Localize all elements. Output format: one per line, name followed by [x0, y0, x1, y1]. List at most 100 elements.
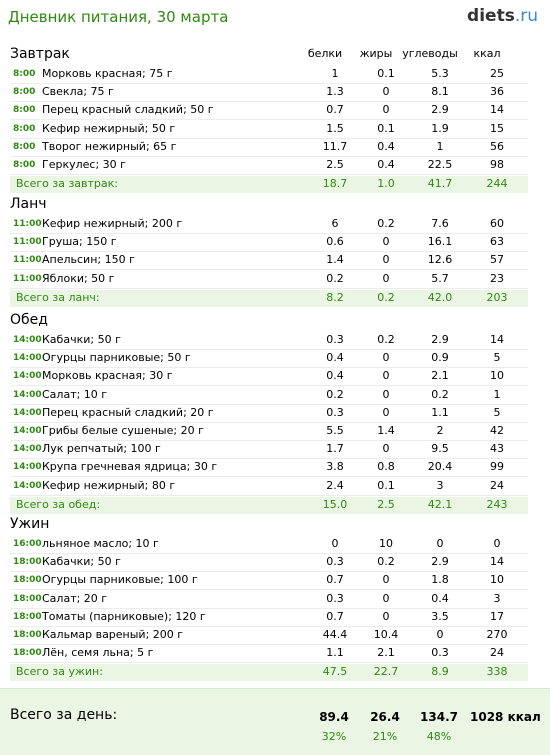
food-kcal: 3 [493, 591, 501, 605]
food-time: 14:00 [13, 353, 42, 364]
food-time: 14:00 [13, 426, 42, 436]
food-time: 14:00 [13, 462, 42, 473]
food-protein: 0 [331, 537, 339, 550]
section-total-kcal: 338 [486, 665, 508, 679]
day-total-protein: 89.4 [319, 710, 349, 724]
section-total-row: Всего за ланч: 8.2 0.2 42.0 203 [10, 289, 528, 307]
food-row[interactable]: 8:00 Морковь красная; 75 г 1 0.1 5.3 25 [10, 66, 528, 84]
food-row[interactable]: 18:00 Огурцы парниковые; 100 г 0.7 0 1.8 10 [10, 572, 528, 591]
section-title: Завтрак [10, 46, 70, 62]
food-row[interactable]: 11:00 Яблоки; 50 г 0.2 0 5.7 23 [10, 271, 528, 289]
food-row[interactable]: 18:00 Кабачки; 50 г 0.3 0.2 2.9 14 [10, 554, 528, 573]
food-time: 18:00 [13, 630, 42, 640]
food-row[interactable]: 11:00 Кефир нежирный; 200 г 6 0.2 7.6 60 [10, 216, 528, 234]
food-name: Кабачки; 50 г [42, 555, 121, 569]
food-time: 8:00 [13, 123, 36, 134]
food-row[interactable]: 14:00 Перец красный сладкий; 20 г 0.3 0 1.1 5 [10, 405, 528, 423]
food-time: 8:00 [13, 87, 36, 98]
food-name: Кабачки; 50 г [42, 333, 121, 346]
food-kcal: 42 [490, 424, 504, 437]
food-carbs: 12.6 [427, 253, 453, 267]
food-name: Творог нежирный; 65 г [42, 139, 177, 153]
food-kcal: 99 [490, 460, 504, 474]
section-total-protein: 8.2 [326, 290, 344, 304]
food-time: 18:00 [13, 611, 42, 622]
food-row[interactable]: 8:00 Свекла; 75 г 1.3 0 8.1 36 [10, 84, 528, 103]
food-kcal: 63 [490, 235, 504, 249]
food-row[interactable]: 8:00 Геркулес; 30 г 2.5 0.4 22.5 98 [10, 157, 528, 175]
food-protein: 1.3 [326, 85, 344, 99]
food-row[interactable]: 14:00 Салат; 10 г 0.2 0 0.2 1 [10, 387, 528, 405]
food-carbs: 1.1 [431, 405, 449, 419]
food-carbs: 1 [436, 139, 444, 153]
food-time: 14:00 [13, 444, 42, 455]
food-protein: 5.5 [326, 424, 344, 437]
day-percent-protein: 32% [321, 730, 347, 743]
food-kcal: 10 [490, 369, 504, 383]
food-time: 14:00 [13, 335, 42, 345]
food-name: льняное масло; 10 г [42, 537, 159, 550]
food-row[interactable]: 18:00 Салат; 20 г 0.3 0 0.4 3 [10, 591, 528, 609]
food-row[interactable]: 18:00 Кальмар вареный; 200 г 44.4 10.4 0 270 [10, 627, 528, 645]
site-logo[interactable]: diets.ru [467, 6, 538, 26]
section-total-fat: 1.0 [377, 177, 395, 191]
food-fat: 0 [382, 609, 390, 623]
food-kcal: 14 [490, 555, 504, 569]
food-row[interactable]: 14:00 Кабачки; 50 г 0.3 0.2 2.9 14 [10, 332, 528, 350]
logo-main: diets [467, 6, 515, 26]
food-kcal: 43 [490, 442, 504, 456]
section-total-protein: 15.0 [322, 497, 348, 511]
food-protein: 3.8 [326, 460, 344, 474]
food-fat: 0 [382, 442, 390, 456]
food-carbs: 0 [436, 628, 444, 641]
food-kcal: 17 [490, 609, 504, 623]
food-carbs: 2.9 [431, 103, 449, 117]
food-kcal: 98 [490, 158, 504, 171]
food-time: 18:00 [13, 593, 42, 604]
food-kcal: 24 [490, 478, 504, 492]
section-total-fat: 2.5 [377, 497, 395, 511]
section-total-row: Всего за ужин: 47.5 22.7 8.9 338 [10, 664, 528, 682]
column-header-protein: белки [307, 47, 343, 60]
food-kcal: 5 [493, 351, 501, 365]
food-carbs: 8.1 [431, 85, 449, 99]
food-row[interactable]: 14:00 Огурцы парниковые; 50 г 0.4 0 0.9 5 [10, 350, 528, 369]
food-row[interactable]: 8:00 Кефир нежирный; 50 г 1.5 0.1 1.9 15 [10, 121, 528, 139]
food-row[interactable]: 14:00 Кефир нежирный; 80 г 2.4 0.1 3 24 [10, 478, 528, 496]
food-row[interactable]: 14:00 Крупа гречневая ядрица; 30 г 3.8 0.8 2… [10, 459, 528, 478]
section-total-kcal: 244 [486, 177, 508, 191]
food-fat: 0 [382, 369, 390, 383]
food-row[interactable]: 14:00 Грибы белые сушеные; 20 г 5.5 1.4 2 42 [10, 423, 528, 441]
food-time: 14:00 [13, 480, 42, 491]
food-time: 16:00 [13, 539, 42, 549]
food-row[interactable]: 8:00 Перец красный сладкий; 50 г 0.7 0 2.9 14 [10, 102, 528, 121]
food-protein: 1.7 [326, 442, 344, 456]
food-fat: 0 [382, 103, 390, 117]
food-row[interactable]: 14:00 Морковь красная; 30 г 0.4 0 2.1 10 [10, 368, 528, 387]
food-kcal: 36 [490, 85, 504, 99]
food-row[interactable]: 18:00 Лён, семя льна; 5 г 1.1 2.1 0.3 24 [10, 645, 528, 664]
food-fat: 0 [382, 573, 390, 587]
food-name: Кефир нежирный; 200 г [42, 217, 183, 230]
food-fat: 0.4 [377, 139, 395, 153]
food-fat: 10.4 [373, 628, 399, 641]
section-total-row: Всего за завтрак: 18.7 1.0 41.7 244 [10, 176, 528, 194]
food-carbs: 16.1 [427, 235, 453, 249]
food-protein: 11.7 [322, 139, 348, 153]
food-row[interactable]: 16:00 льняное масло; 10 г 0 10 0 0 [10, 536, 528, 554]
food-row[interactable]: 14:00 Лук репчатый; 100 г 1.7 0 9.5 43 [10, 441, 528, 460]
food-protein: 2.5 [326, 158, 344, 171]
food-fat: 0.2 [377, 217, 395, 230]
food-row[interactable]: 8:00 Творог нежирный; 65 г 11.7 0.4 1 56 [10, 139, 528, 157]
food-name: Огурцы парниковые; 100 г [42, 573, 198, 587]
food-fat: 2.1 [377, 646, 395, 660]
food-row[interactable]: 11:00 Апельсин; 150 г 1.4 0 12.6 57 [10, 252, 528, 271]
food-carbs: 22.5 [427, 158, 453, 171]
food-protein: 6 [331, 217, 339, 230]
food-protein: 1 [331, 67, 339, 80]
food-row[interactable]: 11:00 Груша; 150 г 0.6 0 16.1 63 [10, 234, 528, 253]
day-percent-fat: 21% [372, 730, 398, 743]
food-row[interactable]: 18:00 Томаты (парниковые); 120 г 0.7 0 3.5 17 [10, 609, 528, 627]
food-protein: 0.4 [326, 369, 344, 383]
food-fat: 0.8 [377, 460, 395, 474]
